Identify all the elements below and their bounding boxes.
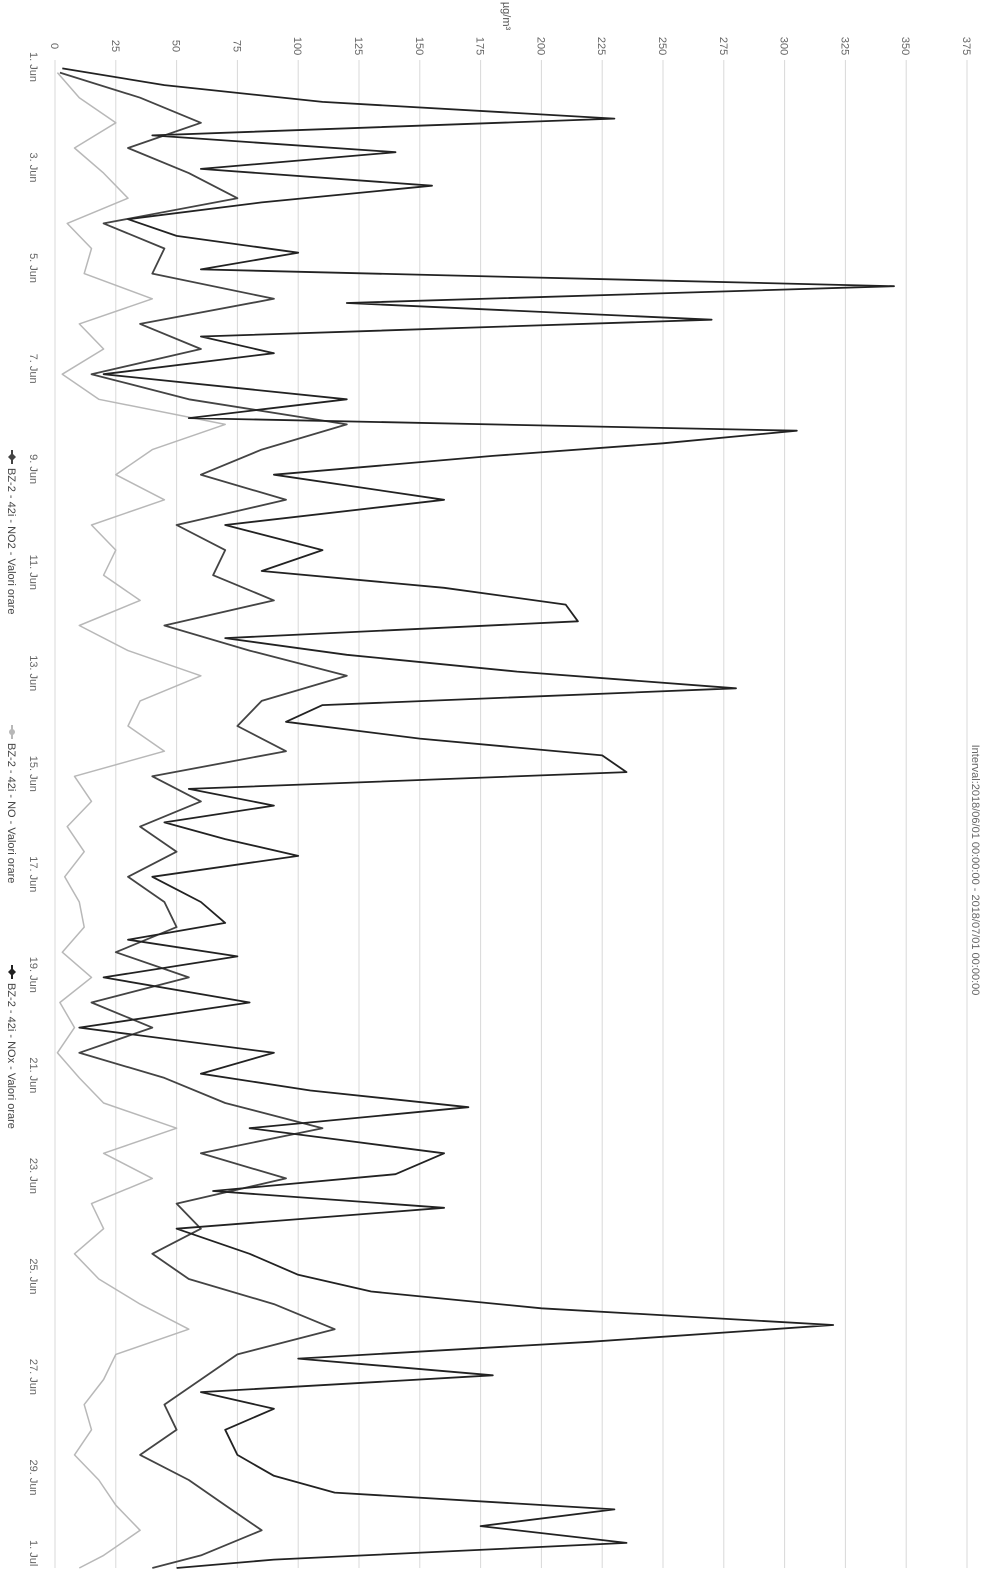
chart-subtitle: Interval:2018/06/01 00:00:00 - 2018/07/0… (969, 745, 981, 996)
x-tick-label: 17. Jun (27, 856, 39, 892)
legend-diamond-icon (8, 968, 16, 976)
y-tick-label: 275 (717, 37, 729, 55)
y-tick-label: 0 (48, 43, 60, 49)
x-tick-label: 29. Jun (27, 1459, 39, 1495)
legend-circle-icon (9, 729, 15, 735)
legend-label-nox: BZ-2 - 42i - NOx - Valori orare (5, 983, 17, 1129)
x-tick-label: 11. Jun (27, 555, 39, 590)
y-tick-label: 50 (170, 40, 182, 52)
x-tick-label: 23. Jun (27, 1158, 39, 1194)
y-tick-label: 75 (230, 40, 242, 52)
x-tick-label: 13. Jun (27, 655, 39, 691)
y-tick-label: 25 (109, 40, 121, 52)
y-tick-label: 225 (595, 37, 607, 55)
legend-item-nox: BZ-2 - 42i - NOx - Valori orare (5, 965, 17, 1129)
series-line-no (56, 72, 226, 1569)
x-tick-label: 21. Jun (27, 1057, 39, 1093)
y-tick-label: 125 (352, 37, 364, 55)
y-tick-label: 100 (291, 37, 303, 55)
y-axis-title: µg/m³ (500, 2, 512, 31)
y-tick-label: 250 (656, 37, 668, 55)
x-tick-label: 1. Jul (27, 1540, 39, 1566)
x-tick-label: 1. Jun (27, 52, 39, 82)
legend-label-no: BZ-2 - 42i - NO - Valori orare (5, 743, 17, 883)
series-line-no2 (59, 71, 348, 1569)
x-tick-labels: 1. Jun 3. Jun 5. Jun 7. Jun 9. Jun 11. Jun 13.… (27, 52, 39, 1566)
legend: BZ-2 - 42i - NO2 - Valori orare BZ-2 - 4… (5, 450, 17, 1129)
y-tick-label: 200 (534, 37, 546, 55)
y-tick-label: 150 (413, 37, 425, 55)
x-tick-label: 27. Jun (27, 1359, 39, 1395)
y-tick-label: 325 (838, 37, 850, 55)
x-tick-label: 3. Jun (27, 153, 39, 183)
x-tick-label: 7. Jun (27, 354, 39, 384)
legend-item-no: BZ-2 - 42i - NO - Valori orare (5, 725, 17, 883)
y-tick-label: 375 (960, 37, 972, 55)
legend-label-no2: BZ-2 - 42i - NO2 - Valori orare (5, 468, 17, 615)
x-tick-label: 19. Jun (27, 957, 39, 993)
x-tick-label: 9. Jun (27, 454, 39, 484)
y-tick-label: 300 (778, 37, 790, 55)
legend-item-no2: BZ-2 - 42i - NO2 - Valori orare (5, 450, 17, 615)
y-tick-label: 175 (474, 37, 486, 55)
x-tick-label: 15. Jun (27, 756, 39, 792)
y-tick-label: 350 (899, 37, 911, 55)
x-tick-label: 5. Jun (27, 253, 39, 283)
grid-layer (54, 60, 968, 1568)
x-tick-label: 25. Jun (27, 1258, 39, 1294)
series-line-nox (62, 67, 895, 1569)
series-layer (56, 67, 895, 1569)
y-tick-labels: 0 25 50 75 100 125 150 175 200 225 250 275 300 325 350… (48, 37, 972, 55)
legend-diamond-icon (8, 453, 16, 461)
